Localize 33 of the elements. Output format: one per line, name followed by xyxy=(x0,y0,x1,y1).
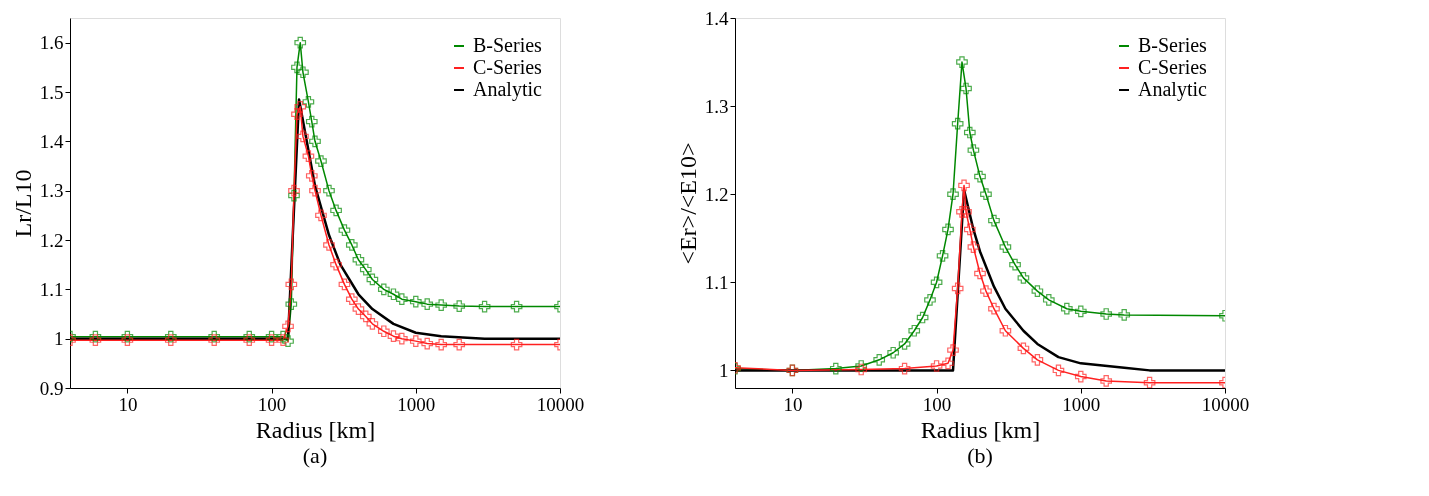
x-tick-label: 10 xyxy=(118,393,138,415)
x-axis-title: Radius [km] xyxy=(920,416,1041,443)
y-tick-label: 1.2 xyxy=(704,183,729,205)
y-axis-title: Lr/L10 xyxy=(9,169,36,238)
x-axis-title: Radius [km] xyxy=(255,416,376,443)
y-tick-label: 1.1 xyxy=(704,271,729,293)
text: (b) xyxy=(967,443,993,468)
legend-label: Analytic xyxy=(473,78,542,101)
legend-label: B-Series xyxy=(473,34,543,56)
legend-label: Analytic xyxy=(1138,78,1207,101)
x-tick-label: 10000 xyxy=(536,393,585,415)
y-tick-label: 1 xyxy=(719,359,729,381)
legend-label: B-Series xyxy=(1138,34,1208,56)
y-axis-title: <Er>/<E10> xyxy=(674,142,701,265)
x-tick-label: 100 xyxy=(922,393,952,415)
y-tick-label: 1.5 xyxy=(39,81,64,103)
y-tick-label: 0.9 xyxy=(39,377,64,399)
y-tick-label: 1.4 xyxy=(39,130,64,152)
x-tick-label: 10 xyxy=(783,393,803,415)
y-tick-label: 1 xyxy=(54,328,64,350)
x-tick-label: 1000 xyxy=(397,393,436,415)
y-tick-label: 1.3 xyxy=(39,180,64,202)
legend-label: C-Series xyxy=(1138,56,1208,78)
y-tick-label: 1.6 xyxy=(39,32,64,54)
legend-label: C-Series xyxy=(473,56,543,78)
y-tick-label: 1.1 xyxy=(39,278,64,300)
y-tick-label: 1.4 xyxy=(704,7,729,29)
y-tick-label: 1.2 xyxy=(39,229,64,251)
text: (a) xyxy=(302,443,328,468)
x-tick-label: 1000 xyxy=(1062,393,1101,415)
x-tick-label: 100 xyxy=(257,393,287,415)
y-tick-label: 1.3 xyxy=(704,95,729,117)
x-tick-label: 10000 xyxy=(1201,393,1250,415)
